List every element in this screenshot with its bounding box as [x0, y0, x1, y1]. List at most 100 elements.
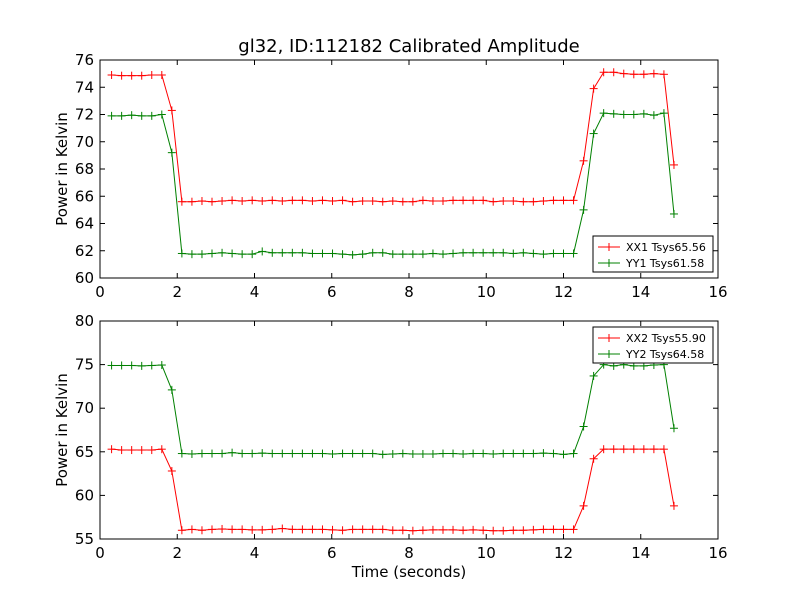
data-point — [559, 249, 568, 258]
data-point — [579, 501, 588, 510]
data-point — [469, 449, 478, 458]
data-point — [378, 197, 387, 206]
data-point — [519, 449, 528, 458]
data-point — [147, 111, 156, 120]
y-axis-label: Power in Kelvin — [53, 373, 71, 487]
y-tick-label: 68 — [75, 160, 94, 178]
data-point — [308, 197, 317, 206]
data-point — [348, 449, 357, 458]
data-point — [258, 449, 267, 458]
data-point — [669, 501, 678, 510]
data-point — [288, 525, 297, 534]
legend-label: XX2 Tsys55.90 — [626, 332, 706, 345]
data-point — [669, 424, 678, 433]
data-point — [218, 248, 227, 257]
series-xx1 — [107, 68, 678, 206]
data-point — [378, 525, 387, 534]
y-tick-label: 62 — [75, 242, 94, 260]
data-point — [107, 445, 116, 454]
data-point — [248, 196, 257, 205]
legend-label: YY2 Tsys64.58 — [625, 348, 704, 361]
data-point — [509, 449, 518, 458]
data-point — [328, 197, 337, 206]
data-point — [398, 250, 407, 259]
data-point — [318, 525, 327, 534]
data-point — [459, 526, 468, 535]
data-point — [177, 526, 186, 535]
data-point — [619, 69, 628, 78]
data-point — [107, 70, 116, 79]
data-point — [408, 449, 417, 458]
x-tick-label: 12 — [554, 283, 573, 301]
plot-panel-2: 0 2 4 6 8 10 12 14 16 55 60 65 70 75 80 Power in Kelvin… — [53, 312, 728, 581]
data-point — [479, 526, 488, 535]
y-tick-label: 66 — [75, 187, 94, 205]
data-point — [639, 109, 648, 118]
data-point — [569, 196, 578, 205]
data-point — [398, 449, 407, 458]
data-point — [117, 446, 126, 455]
data-point — [248, 525, 257, 534]
data-point — [288, 196, 297, 205]
data-point — [177, 249, 186, 258]
data-point — [258, 525, 267, 534]
data-point — [649, 111, 658, 120]
data-point — [539, 197, 548, 206]
data-point — [228, 196, 237, 205]
data-point — [519, 248, 528, 257]
data-point — [428, 197, 437, 206]
data-point — [328, 249, 337, 258]
data-point — [218, 197, 227, 206]
data-point — [328, 449, 337, 458]
data-point — [529, 449, 538, 458]
y-axis-label: Power in Kelvin — [53, 112, 71, 226]
data-point — [167, 466, 176, 475]
data-point — [187, 250, 196, 259]
data-point — [388, 250, 397, 259]
data-point — [418, 449, 427, 458]
data-point — [208, 197, 217, 206]
data-point — [368, 449, 377, 458]
x-axis-label: Time (seconds) — [351, 563, 467, 581]
data-point — [428, 525, 437, 534]
data-point — [338, 196, 347, 205]
data-point — [609, 109, 618, 118]
data-point — [167, 106, 176, 115]
data-point — [358, 525, 367, 534]
data-point — [519, 197, 528, 206]
y-tick-label: 65 — [75, 443, 94, 461]
y-tick-label: 60 — [75, 269, 94, 287]
data-point — [418, 196, 427, 205]
data-point — [509, 249, 518, 258]
data-point — [549, 196, 558, 205]
data-point — [197, 526, 206, 535]
data-point — [519, 526, 528, 535]
data-point — [388, 449, 397, 458]
data-point — [208, 525, 217, 534]
data-point — [489, 197, 498, 206]
data-point — [117, 361, 126, 370]
x-tick-label: 16 — [708, 544, 727, 562]
x-tick-label: 4 — [250, 544, 260, 562]
data-point — [469, 196, 478, 205]
data-point — [378, 450, 387, 459]
data-point — [459, 248, 468, 257]
x-tick-label: 8 — [404, 544, 414, 562]
data-point — [187, 525, 196, 534]
data-point — [428, 449, 437, 458]
y-tick-label: 75 — [75, 356, 94, 374]
data-point — [187, 449, 196, 458]
data-point — [438, 197, 447, 206]
data-point — [599, 445, 608, 454]
data-point — [669, 160, 678, 169]
data-point — [228, 525, 237, 534]
data-point — [569, 525, 578, 534]
data-point — [609, 68, 618, 77]
data-point — [358, 449, 367, 458]
x-tick-label: 0 — [95, 283, 105, 301]
data-point — [378, 248, 387, 257]
data-point — [579, 205, 588, 214]
legend-box — [592, 326, 714, 364]
data-point — [408, 526, 417, 535]
data-point — [499, 248, 508, 257]
